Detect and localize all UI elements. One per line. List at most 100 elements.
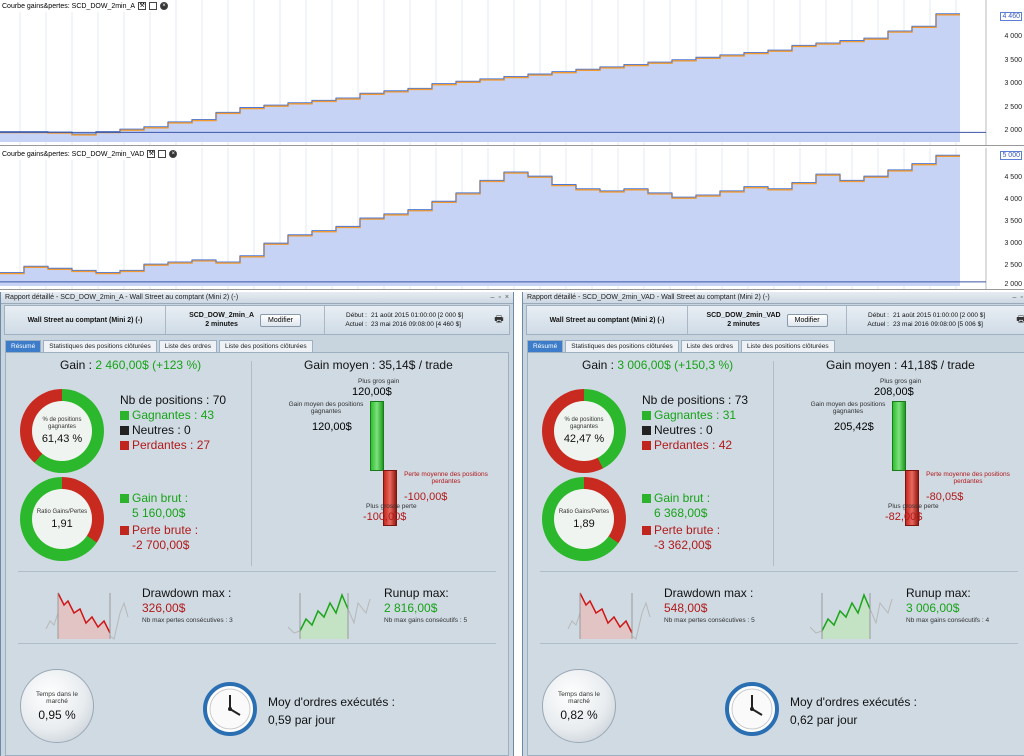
gross-gain-value: 5 160,00$ — [132, 506, 186, 520]
gross-loss-label: Perte brute : — [120, 523, 198, 537]
actuel-label: Actuel : — [345, 321, 367, 328]
clock-icon — [203, 682, 257, 736]
gain-line: Gain : 3 006,00$ (+150,3 %) — [582, 358, 733, 372]
report-window-title: Rapport détaillé - SCD_DOW_2min_VAD - Wa… — [527, 294, 770, 301]
time-in-market-gauge: Temps dans le marché 0,82 % — [542, 669, 616, 743]
wrench-icon[interactable]: ⚒ — [147, 150, 156, 158]
winning-count-text: Gagnantes : 43 — [132, 408, 215, 422]
wrench-icon[interactable]: ⚒ — [138, 2, 147, 10]
losing-count: Perdantes : 27 — [120, 438, 210, 452]
modify-button[interactable]: Modifier — [260, 313, 301, 327]
print-icon[interactable]: 🖶 — [494, 313, 504, 325]
biggest-gain-label: Plus gros gain — [880, 378, 922, 385]
avg-winning-label: Gain moyen des positions gagnantes — [810, 401, 886, 415]
axis-tick: 3 000 — [1004, 80, 1022, 87]
debut-value: 21 août 2015 01:00:00 [2 000 $] — [893, 312, 986, 319]
report-infobar: Wall Street au comptant (Mini 2) (-) SCD… — [4, 305, 510, 335]
maximize-icon[interactable]: ▫ — [498, 294, 501, 301]
equity-area — [0, 156, 960, 286]
report-window-vad[interactable]: Rapport détaillé - SCD_DOW_2min_VAD - Wa… — [522, 292, 1024, 756]
actuel-value: 23 mai 2016 09:08:00 [4 460 $] — [371, 321, 461, 328]
summary-panel: Gain : 3 006,00$ (+150,3 %) % de positio… — [527, 352, 1024, 756]
tab-orders[interactable]: Liste des ordres — [158, 340, 217, 352]
equity-chart-vad[interactable]: Courbe gains&pertes: SCD_DOW_2min_VAD ⚒ … — [0, 148, 1024, 290]
equity-curve-a — [0, 0, 987, 145]
time-in-market-caption: Temps dans le marché — [36, 690, 78, 705]
drawdown-sparkline — [567, 592, 651, 640]
maximize-icon[interactable] — [158, 150, 167, 158]
tab-resume[interactable]: Résumé — [5, 340, 42, 352]
orders-value: 0,62 par jour — [790, 713, 858, 727]
axis-tick: 2 500 — [1004, 104, 1022, 111]
system-name: SCD_DOW_2min_A — [189, 312, 255, 319]
divider — [540, 571, 1018, 572]
time-in-market-caption: Temps dans le marché — [558, 690, 600, 705]
orders-label: Moy d'ordres exécutés : — [268, 695, 396, 709]
debut-label: Début : — [346, 312, 367, 319]
minimize-icon[interactable]: – — [1012, 294, 1017, 301]
biggest-gain-value: 120,00$ — [352, 386, 392, 398]
losing-count: Perdantes : 42 — [642, 438, 732, 452]
report-titlebar[interactable]: Rapport détaillé - SCD_DOW_2min_VAD - Wa… — [523, 292, 1024, 304]
current-value-label: 4 460 — [1000, 12, 1022, 21]
gain-label: Gain : — [582, 358, 615, 372]
tab-stats[interactable]: Statistiques des positions clôturées — [565, 340, 679, 352]
biggest-gain-value: 208,00$ — [874, 386, 914, 398]
minimize-icon[interactable]: – — [490, 294, 495, 301]
tab-resume[interactable]: Résumé — [527, 340, 564, 352]
win-rate-donut: % de positions gagnantes 61,43 % — [20, 389, 104, 473]
maximize-icon[interactable] — [149, 2, 158, 10]
avg-loss-bar — [905, 470, 919, 526]
losing-count-text: Perdantes : 42 — [654, 438, 733, 452]
report-titlebar[interactable]: Rapport détaillé - SCD_DOW_2min_A - Wall… — [1, 292, 513, 304]
runup-label: Runup max: — [384, 586, 449, 600]
avg-losing-label: Perte moyenne des positions perdantes — [404, 471, 488, 485]
max-consecutive-losses: Nb max pertes consécutives : 3 — [142, 617, 233, 624]
close-icon[interactable]: × — [169, 150, 178, 158]
close-icon[interactable]: × — [504, 294, 509, 301]
close-icon[interactable]: × — [160, 2, 169, 10]
gain-label: Gain : — [60, 358, 93, 372]
neutral-count-text: Neutres : 0 — [132, 423, 191, 437]
tab-closed-positions[interactable]: Liste des positions clôturées — [219, 340, 313, 352]
drawdown-label: Drawdown max : — [142, 586, 232, 600]
gross-gain-value: 6 368,00$ — [654, 506, 708, 520]
gross-loss-label-text: Perte brute : — [654, 523, 721, 537]
axis-tick: 2 000 — [1004, 127, 1022, 134]
gross-gain-label-text: Gain brut : — [132, 491, 189, 505]
tab-stats[interactable]: Statistiques des positions clôturées — [43, 340, 157, 352]
axis-tick: 2 000 — [1004, 281, 1022, 288]
modify-button[interactable]: Modifier — [786, 313, 828, 327]
axis-tick: 4 500 — [1004, 174, 1022, 181]
print-icon[interactable]: 🖶 — [1016, 313, 1024, 325]
axis-tick: 3 500 — [1004, 57, 1022, 64]
ratio-donut: Ratio Gains/Pertes 1,91 — [20, 477, 104, 561]
debut-value: 21 août 2015 01:00:00 [2 000 $] — [371, 312, 464, 319]
axis-tick: 4 000 — [1004, 33, 1022, 40]
tab-orders[interactable]: Liste des ordres — [680, 340, 739, 352]
neutral-count: Neutres : 0 — [642, 423, 713, 437]
maximize-icon[interactable]: ▫ — [1020, 294, 1023, 301]
divider — [18, 643, 496, 644]
divider — [540, 643, 1018, 644]
axis-tick: 3 000 — [1004, 240, 1022, 247]
report-window-a[interactable]: Rapport détaillé - SCD_DOW_2min_A - Wall… — [0, 292, 514, 756]
gain-value: 3 006,00$ (+150,3 %) — [617, 358, 734, 372]
report-infobar: Wall Street au comptant (Mini 2) (-) SCD… — [526, 305, 1024, 335]
gross-loss-label-text: Perte brute : — [132, 523, 199, 537]
time-in-market-value: 0,95 % — [38, 707, 76, 722]
chart-title-bar: Courbe gains&pertes: SCD_DOW_2min_VAD ⚒ … — [0, 148, 180, 160]
runup-label: Runup max: — [906, 586, 971, 600]
tab-closed-positions[interactable]: Liste des positions clôturées — [741, 340, 835, 352]
equity-chart-a[interactable]: Courbe gains&pertes: SCD_DOW_2min_A ⚒ × … — [0, 0, 1024, 146]
orders-label: Moy d'ordres exécutés : — [790, 695, 918, 709]
axis-tick: 3 500 — [1004, 218, 1022, 225]
win-rate-value: 42,47 % — [563, 433, 605, 445]
drawdown-value: 326,00$ — [142, 601, 186, 615]
divider — [773, 361, 774, 566]
clock-icon — [725, 682, 779, 736]
win-rate-caption: % de positions gagnantes — [564, 417, 604, 430]
win-rate-caption: % de positions gagnantes — [42, 417, 82, 430]
gross-loss-value: -3 362,00$ — [654, 538, 712, 552]
average-gain: Gain moyen : 41,18$ / trade — [826, 358, 975, 372]
